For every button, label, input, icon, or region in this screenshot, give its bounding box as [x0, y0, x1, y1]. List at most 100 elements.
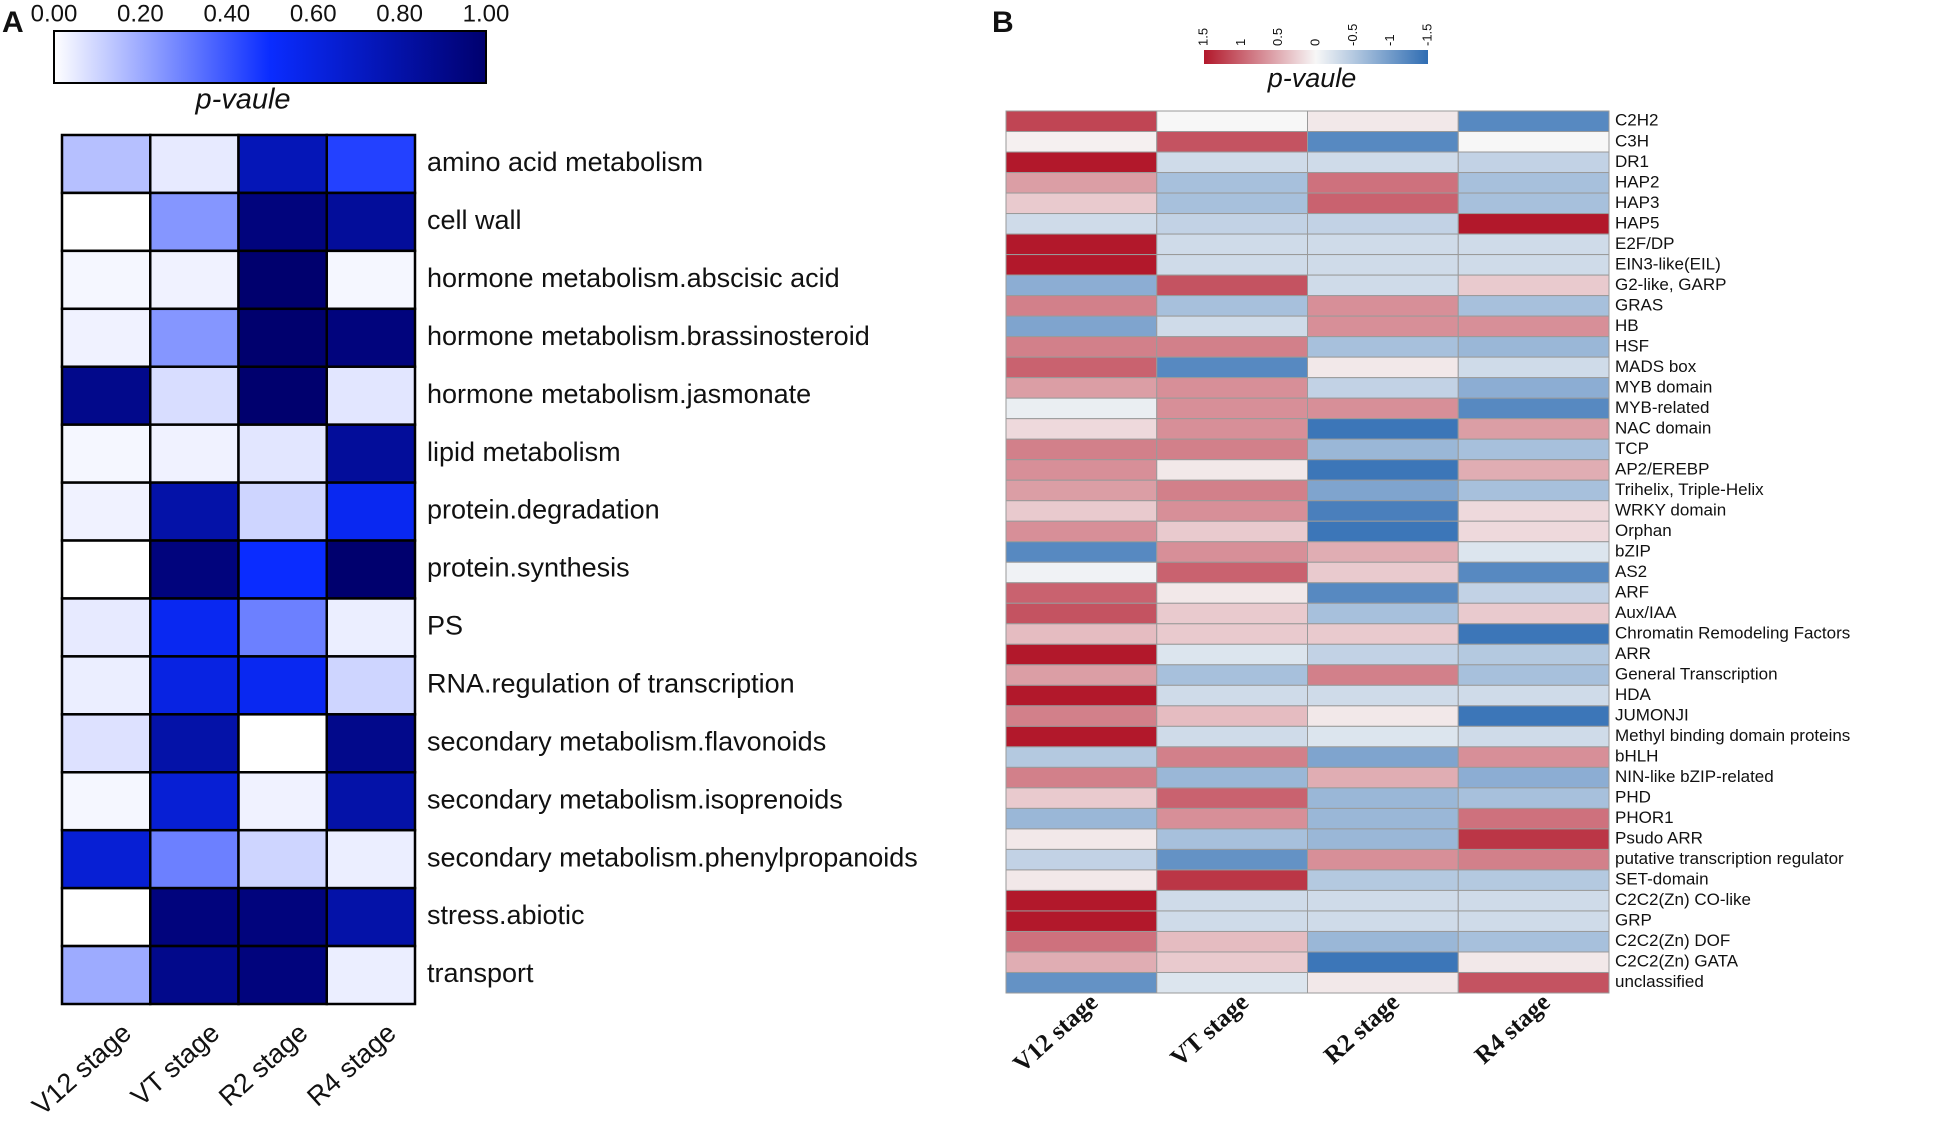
row-label: cell wall [427, 205, 522, 235]
heatmap-cell [149, 655, 240, 716]
heatmap-cell [1307, 520, 1459, 543]
heatmap-cell [1156, 438, 1308, 461]
row-label: MYB domain [1615, 377, 1712, 396]
heatmap-cell [1457, 254, 1610, 276]
heatmap-cell [1005, 623, 1158, 645]
row-label: HAP2 [1615, 172, 1659, 191]
heatmap-cell [1005, 479, 1158, 502]
heatmap-cell [149, 539, 240, 600]
heatmap-cell [237, 307, 328, 368]
heatmap-cell [1457, 582, 1610, 604]
heatmap-cell [325, 307, 417, 368]
row-label: PHD [1615, 788, 1651, 807]
heatmap-cell [1005, 705, 1158, 727]
heatmap-cell [1005, 397, 1158, 420]
heatmap-cell [1307, 295, 1459, 317]
colorbar-tick-label: -0.5 [1345, 24, 1360, 46]
heatmap-cell [1156, 848, 1308, 871]
heatmap-cell [237, 423, 328, 484]
colorbar-title: p-vaule [1267, 63, 1357, 93]
heatmap-cell [1457, 643, 1610, 666]
heatmap-cell [1156, 561, 1308, 584]
heatmap-cell [1005, 172, 1158, 194]
row-label: putative transcription regulator [1615, 849, 1844, 868]
heatmap-cell [237, 481, 328, 542]
heatmap-cell [1156, 192, 1308, 215]
heatmap-cell [1005, 930, 1158, 953]
heatmap-cell [1307, 274, 1459, 297]
heatmap-cell [1156, 684, 1308, 707]
heatmap-cell [1307, 848, 1459, 871]
heatmap-cell [1307, 151, 1459, 174]
heatmap-cell [1156, 541, 1308, 563]
row-label: protein.synthesis [427, 553, 630, 583]
row-label: hormone metabolism.jasmonate [427, 379, 811, 409]
row-label: TCP [1615, 439, 1649, 458]
heatmap-cell [1307, 705, 1459, 727]
heatmap-cell [1457, 213, 1610, 235]
heatmap-cell [1156, 172, 1308, 194]
heatmap-cell [1005, 110, 1158, 133]
heatmap-cell [237, 249, 328, 311]
heatmap-cell [1156, 602, 1308, 625]
heatmap-cell [1156, 151, 1308, 174]
colorbar-tick-label: 0.20 [117, 0, 164, 27]
row-label: hormone metabolism.brassinosteroid [427, 321, 870, 351]
heatmap-cell [1307, 459, 1459, 481]
column-label: V12 stage [1008, 989, 1103, 1078]
heatmap-cell [237, 713, 328, 774]
row-label: AS2 [1615, 562, 1647, 581]
row-label: Orphan [1615, 521, 1672, 540]
heatmap-cell [1156, 582, 1308, 604]
heatmap-cell [1307, 828, 1459, 850]
heatmap-cell [1307, 356, 1459, 379]
heatmap-cell [325, 828, 417, 890]
heatmap-cell [1457, 172, 1610, 194]
heatmap-cell [1307, 500, 1459, 522]
colorbar [1204, 50, 1428, 64]
heatmap-cell [1005, 274, 1158, 297]
row-label: transport [427, 958, 534, 988]
heatmap-cell [1307, 192, 1459, 215]
heatmap-cell [1457, 951, 1610, 973]
heatmap-cell [1307, 233, 1459, 256]
heatmap-cell [1156, 233, 1308, 256]
heatmap-cell [1307, 766, 1459, 789]
row-label: bHLH [1615, 747, 1658, 766]
heatmap-cell [1005, 725, 1158, 748]
heatmap-cell [149, 713, 240, 774]
heatmap-cell [1005, 233, 1158, 256]
heatmap-cell [1005, 500, 1158, 522]
heatmap-cell [1307, 807, 1459, 830]
heatmap-cell [1307, 110, 1459, 133]
heatmap-cell [149, 133, 240, 195]
row-label: EIN3-like(EIL) [1615, 254, 1721, 273]
heatmap-cell [1156, 766, 1308, 789]
heatmap-cell [1156, 971, 1308, 994]
colorbar-tick-label: -1.5 [1419, 24, 1434, 46]
heatmap-cell [1156, 254, 1308, 276]
heatmap-cell [237, 539, 328, 600]
heatmap-cell [1005, 192, 1158, 215]
heatmap-cell [1005, 602, 1158, 625]
heatmap-cell [1307, 725, 1459, 748]
row-label: HAP3 [1615, 193, 1659, 212]
heatmap-cell [1005, 541, 1158, 563]
row-label: HDA [1615, 685, 1652, 704]
heatmap-cell [1457, 479, 1610, 502]
heatmap-cell [60, 713, 152, 774]
heatmap-cell [1457, 807, 1610, 830]
panel-label: B [992, 6, 1014, 39]
heatmap-cell [1307, 131, 1459, 153]
row-label: protein.degradation [427, 495, 660, 525]
row-label: secondary metabolism.phenylpropanoids [427, 842, 918, 872]
heatmap-cell [325, 191, 417, 253]
heatmap-cell [1156, 418, 1308, 440]
heatmap-cell [1307, 623, 1459, 645]
heatmap-cell [1457, 869, 1610, 891]
heatmap-cell [1307, 213, 1459, 235]
heatmap-cell [149, 249, 240, 311]
heatmap-cell [1457, 110, 1610, 133]
heatmap-cell [237, 133, 328, 195]
heatmap-cell [1005, 828, 1158, 850]
